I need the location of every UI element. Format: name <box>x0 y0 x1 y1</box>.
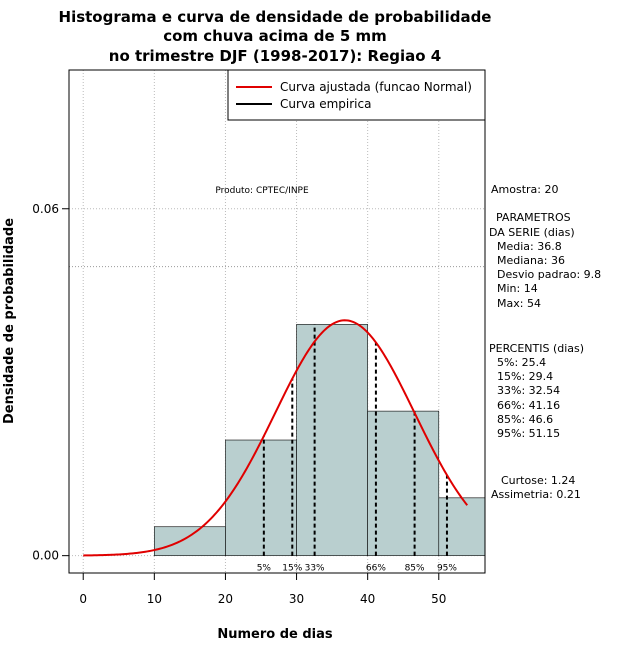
pct-85: 85%: 46.6 <box>497 413 553 426</box>
stat-max: Max: 54 <box>497 297 541 310</box>
pct-95: 95%: 51.15 <box>497 427 560 440</box>
title-line-3: no trimestre DJF (1998-2017): Regiao 4 <box>109 47 441 65</box>
histogram-bar <box>438 497 486 556</box>
sample-size: Amostra: 20 <box>491 183 558 196</box>
legend-label-empirical: Curva empirica <box>280 97 371 111</box>
pct-33: 33%: 32.54 <box>497 384 560 397</box>
percentile-label: 15% <box>282 564 302 574</box>
legend-box <box>227 69 486 121</box>
stats-panel: Amostra: 20 PARAMETROS DA SERIE (dias) M… <box>489 183 601 501</box>
stat-min: Min: 14 <box>497 282 538 295</box>
stat-assimetria: Assimetria: 0.21 <box>491 488 581 501</box>
x-tick-label: 40 <box>360 592 375 606</box>
percentile-label: 85% <box>405 564 425 574</box>
percentile-labels: 5% 15% 33% 66% 85% 95% <box>257 564 458 574</box>
stat-curtose: Curtose: 1.24 <box>501 474 575 487</box>
histogram-bar <box>225 439 297 556</box>
histogram-bar <box>154 526 226 556</box>
legend: Curva ajustada (funcao Normal) Curva emp… <box>227 69 486 121</box>
histogram-bars <box>154 324 486 556</box>
params-title-1: PARAMETROS <box>496 211 571 224</box>
chart-title: Histograma e curva de densidade de proba… <box>59 8 492 65</box>
percentile-label: 5% <box>257 564 272 574</box>
x-axis: 0 10 20 30 40 50 <box>79 572 446 606</box>
percentile-label: 66% <box>366 564 386 574</box>
stat-desvio: Desvio padrao: 9.8 <box>497 268 601 281</box>
percentile-label: 33% <box>305 564 325 574</box>
stat-media: Media: 36.8 <box>497 240 562 253</box>
pct-66: 66%: 41.16 <box>497 399 560 412</box>
x-tick-label: 50 <box>431 592 446 606</box>
x-axis-label: Numero de dias <box>217 627 333 642</box>
pct-5: 5%: 25.4 <box>497 356 546 369</box>
y-tick-label: 0.00 <box>32 549 59 563</box>
title-line-2: com chuva acima de 5 mm <box>163 27 387 45</box>
stat-mediana: Mediana: 36 <box>497 254 565 267</box>
y-axis-label: Densidade de probabilidade <box>2 218 17 424</box>
percentis-title: PERCENTIS (dias) <box>489 342 584 355</box>
histogram-bar <box>367 410 440 556</box>
title-line-1: Histograma e curva de densidade de proba… <box>59 8 492 26</box>
x-tick-label: 10 <box>147 592 162 606</box>
x-tick-label: 30 <box>289 592 304 606</box>
legend-label-fitted: Curva ajustada (funcao Normal) <box>280 80 472 94</box>
y-axis: 0.00 0.06 <box>32 202 69 563</box>
percentile-lines <box>262 324 448 556</box>
histogram-bar <box>296 324 368 556</box>
fitted-normal-curve <box>83 319 469 557</box>
pct-15: 15%: 29.4 <box>497 370 553 383</box>
params-title-2: DA SERIE (dias) <box>489 226 575 239</box>
normal-curve <box>83 319 469 557</box>
percentile-label: 95% <box>437 564 457 574</box>
product-annotation: Produto: CPTEC/INPE <box>215 186 309 196</box>
x-tick-label: 20 <box>218 592 233 606</box>
y-tick-label: 0.06 <box>32 202 59 216</box>
x-tick-label: 0 <box>79 592 87 606</box>
